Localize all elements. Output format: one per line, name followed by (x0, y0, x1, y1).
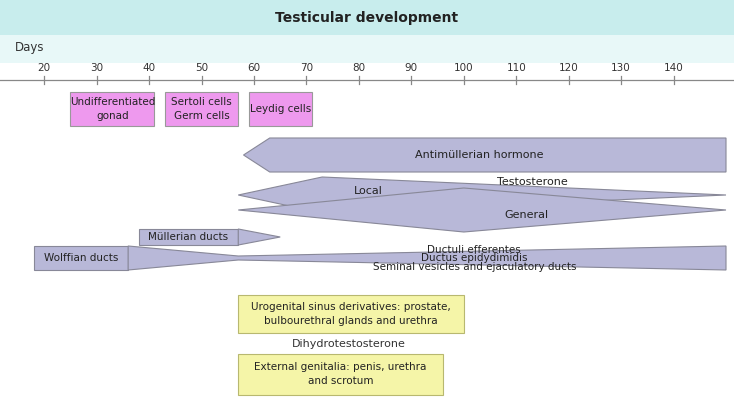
Text: 60: 60 (247, 63, 261, 73)
Text: Seminal vesicles and ejaculatory ducts: Seminal vesicles and ejaculatory ducts (373, 262, 576, 272)
Text: 110: 110 (506, 63, 526, 73)
Polygon shape (239, 295, 464, 333)
Text: Leydig cells: Leydig cells (250, 104, 310, 114)
Polygon shape (239, 188, 726, 232)
Polygon shape (249, 92, 312, 126)
Polygon shape (70, 92, 154, 126)
Polygon shape (128, 246, 726, 270)
Text: 70: 70 (300, 63, 313, 73)
Text: Testosterone: Testosterone (497, 177, 567, 187)
Text: 90: 90 (404, 63, 418, 73)
Text: 40: 40 (142, 63, 156, 73)
Polygon shape (139, 229, 239, 245)
Text: 50: 50 (195, 63, 208, 73)
Text: Sertoli cells
Germ cells: Sertoli cells Germ cells (171, 98, 232, 121)
Text: 100: 100 (454, 63, 473, 73)
Bar (0, 0, 734, 35)
Text: 130: 130 (611, 63, 631, 73)
Text: Undifferentiated
gonad: Undifferentiated gonad (70, 98, 155, 121)
Text: Müllerian ducts: Müllerian ducts (148, 232, 228, 242)
Text: 80: 80 (352, 63, 366, 73)
Text: Local: Local (354, 186, 382, 196)
Polygon shape (239, 177, 726, 213)
Text: Urogenital sinus derivatives: prostate,
bulbourethral glands and urethra: Urogenital sinus derivatives: prostate, … (251, 302, 451, 326)
Polygon shape (239, 229, 280, 245)
Text: 140: 140 (664, 63, 683, 73)
Polygon shape (239, 354, 443, 395)
Text: Antimüllerian hormone: Antimüllerian hormone (415, 150, 544, 160)
Text: Wolffian ducts: Wolffian ducts (44, 253, 118, 263)
Text: General: General (505, 210, 549, 220)
Text: Testicular development: Testicular development (275, 11, 459, 25)
Text: 20: 20 (37, 63, 51, 73)
Text: Ductus epidydimidis: Ductus epidydimidis (421, 253, 528, 263)
Text: Ductuli efferentes: Ductuli efferentes (427, 245, 521, 255)
Polygon shape (34, 246, 128, 270)
Text: 30: 30 (90, 63, 103, 73)
Text: Dihydrotestosterone: Dihydrotestosterone (291, 339, 405, 349)
Polygon shape (165, 92, 239, 126)
Text: Days: Days (15, 42, 45, 55)
Text: 120: 120 (559, 63, 578, 73)
Polygon shape (244, 138, 726, 172)
Text: External genitalia: penis, urethra
and scrotum: External genitalia: penis, urethra and s… (255, 362, 426, 386)
Bar (0, 35, 734, 63)
